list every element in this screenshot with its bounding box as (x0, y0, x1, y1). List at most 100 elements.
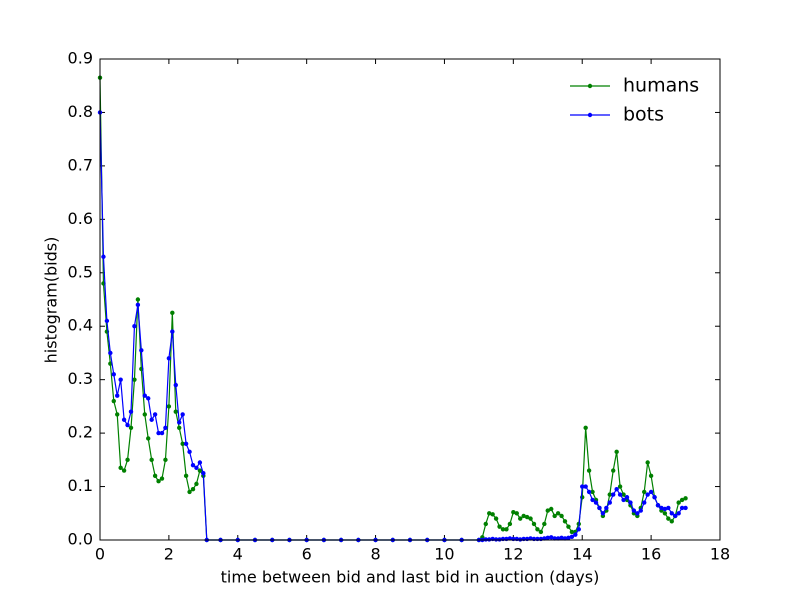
data-point (676, 500, 681, 505)
x-tick-label: 12 (503, 545, 523, 564)
x-tick-label: 16 (641, 545, 661, 564)
data-point (545, 535, 550, 541)
y-tick-label: 0.7 (68, 155, 93, 174)
data-point (180, 412, 185, 417)
data-point (666, 516, 671, 521)
data-point (583, 425, 588, 430)
data-point (569, 534, 575, 539)
data-point (514, 511, 519, 516)
data-point (163, 425, 168, 430)
data-point (159, 476, 165, 481)
y-tick-label: 0.6 (68, 209, 93, 228)
data-point (132, 377, 137, 382)
x-tick-label: 10 (434, 545, 454, 564)
data-point (586, 489, 592, 495)
data-point (111, 372, 116, 377)
data-point (659, 505, 664, 511)
y-tick-label: 0.0 (68, 530, 93, 549)
data-point (518, 516, 523, 521)
data-point (142, 412, 147, 417)
data-point (104, 318, 110, 324)
data-point (487, 537, 492, 542)
data-point (125, 422, 130, 428)
data-point (170, 310, 175, 316)
data-point (549, 535, 554, 540)
data-point (500, 527, 506, 532)
data-point (194, 465, 199, 471)
data-point (108, 350, 113, 356)
data-point (549, 506, 554, 512)
data-point (559, 535, 564, 541)
data-point (559, 513, 564, 519)
data-point (187, 489, 192, 495)
data-point (183, 473, 189, 479)
data-point (683, 505, 688, 511)
data-point (590, 489, 595, 495)
data-point (683, 496, 688, 501)
legend-marker (587, 83, 593, 89)
data-point (177, 425, 182, 430)
data-point (617, 484, 623, 489)
data-point (518, 537, 523, 542)
data-point (562, 536, 568, 541)
data-point (597, 505, 602, 511)
data-point (648, 489, 654, 495)
data-point (638, 508, 643, 513)
data-point (483, 521, 488, 527)
data-point (511, 510, 516, 515)
data-point (611, 468, 616, 473)
data-point (125, 457, 130, 463)
data-point (655, 503, 661, 508)
data-point (201, 470, 206, 476)
data-point (146, 436, 151, 441)
data-point (524, 514, 530, 520)
data-point (497, 537, 502, 542)
data-point (542, 536, 547, 541)
data-point (642, 489, 647, 495)
data-point (483, 537, 488, 542)
data-point (504, 527, 509, 532)
data-point (538, 529, 544, 535)
data-point (118, 377, 123, 382)
data-point (679, 497, 685, 503)
data-point (197, 468, 203, 473)
data-point (566, 524, 571, 529)
y-tick-label: 0.8 (68, 102, 93, 121)
data-point (146, 396, 151, 401)
data-point (631, 508, 637, 513)
data-point (635, 511, 640, 516)
plot-frame (99, 58, 721, 541)
data-point (614, 449, 619, 455)
data-point (173, 382, 178, 388)
data-point (535, 527, 540, 532)
data-point (604, 505, 609, 511)
data-point (152, 473, 158, 479)
y-tick-label: 0.2 (68, 423, 93, 442)
data-point (642, 500, 647, 505)
x-tick-label: 2 (164, 545, 174, 564)
data-point (628, 500, 633, 505)
data-point (648, 473, 654, 479)
data-point (607, 492, 612, 497)
data-point (583, 484, 588, 489)
data-point (507, 536, 513, 541)
data-point (166, 356, 172, 361)
y-tick-label: 0.4 (68, 316, 93, 335)
data-point (493, 537, 499, 542)
data-point (645, 460, 650, 465)
y-axis-label: histogram(bids) (42, 237, 61, 364)
data-point (590, 497, 595, 503)
data-point (490, 512, 495, 517)
data-point (190, 487, 196, 492)
data-point (624, 495, 630, 500)
data-point (115, 412, 120, 417)
data-point (662, 506, 668, 512)
data-point (132, 324, 137, 329)
data-point (128, 425, 134, 430)
y-tick-label: 0.9 (68, 49, 93, 68)
data-point (669, 511, 674, 516)
legend-label: bots (623, 104, 664, 126)
data-point (121, 417, 127, 422)
data-point (617, 492, 623, 497)
